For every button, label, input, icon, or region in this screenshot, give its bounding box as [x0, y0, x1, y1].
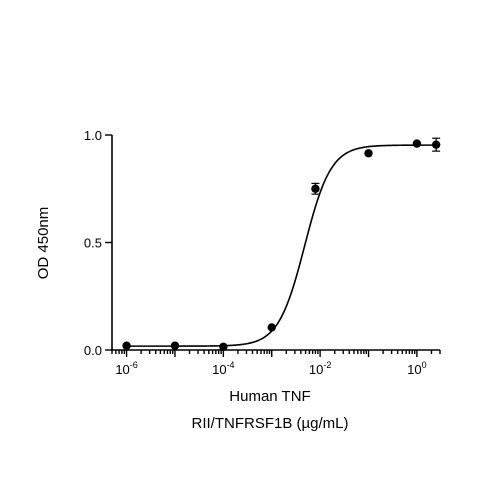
axes	[111, 135, 440, 351]
x-tick-label: 10-2	[309, 360, 331, 377]
x-axis-label-line2: RII/TNFRSF1B (µg/mL)	[192, 415, 349, 432]
x-axis-label-line1: Human TNF	[229, 388, 310, 405]
data-point	[122, 341, 131, 350]
y-ticks: 0.0 0.5 1.0	[84, 128, 112, 358]
fit-curve-layer	[126, 144, 437, 347]
x-tick-label: 100	[407, 360, 426, 377]
data-point	[219, 342, 228, 351]
data-point	[412, 139, 422, 148]
data-point	[311, 184, 320, 193]
x-ticks: 10-6 10-4 10-2 100	[111, 350, 441, 377]
data-point	[364, 149, 373, 158]
x-tick-label: 10-4	[212, 360, 234, 377]
y-axis-label: OD 450nm	[35, 207, 52, 280]
data-point	[431, 140, 441, 149]
y-tick-label: 1.0	[84, 128, 102, 143]
y-tick-label: 0.5	[84, 236, 102, 251]
fit-curve	[126, 144, 437, 347]
data-point	[267, 323, 276, 332]
x-tick-label: 10-6	[115, 360, 137, 377]
data-points-layer	[122, 137, 441, 351]
y-tick-label: 0.0	[84, 343, 102, 358]
data-point	[170, 341, 180, 350]
